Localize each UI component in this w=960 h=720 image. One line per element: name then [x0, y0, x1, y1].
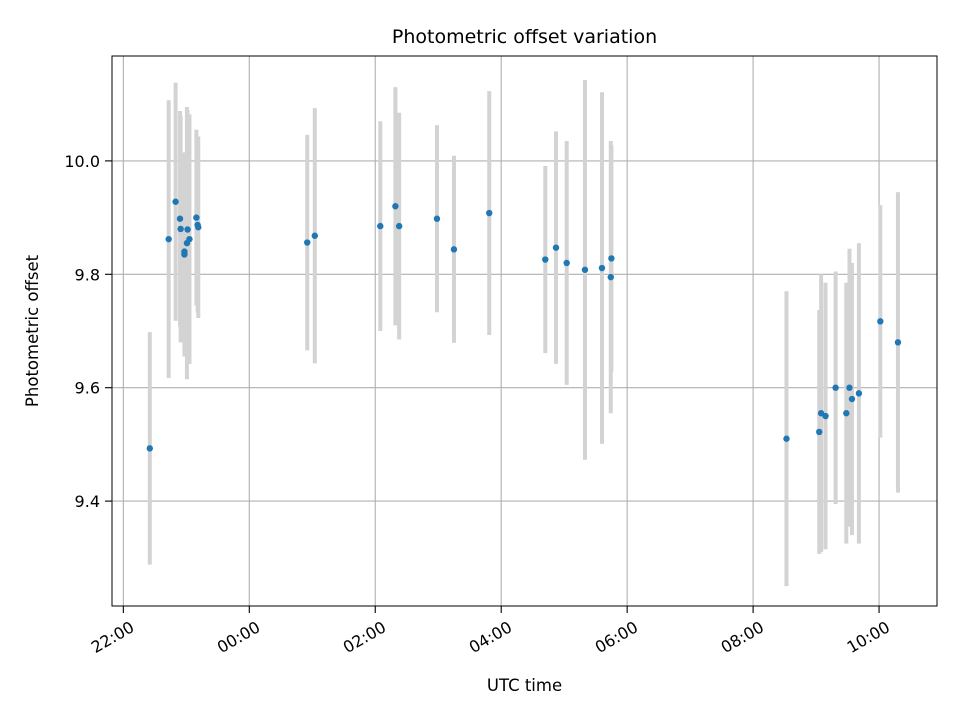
- data-point: [165, 235, 172, 243]
- data-point: [146, 445, 153, 452]
- data-point: [832, 384, 839, 391]
- data-point: [311, 232, 318, 239]
- data-point: [392, 203, 399, 210]
- data-point: [450, 246, 458, 253]
- data-point: [877, 318, 884, 325]
- y-axis-label: Photometric offset: [23, 254, 42, 407]
- data-points: [146, 198, 902, 452]
- data-point: [542, 256, 549, 263]
- data-point: [395, 222, 403, 230]
- data-point: [581, 266, 589, 273]
- data-point: [848, 395, 856, 403]
- y-axis-ticks: 9.4 9.6 9.8 10.0: [64, 152, 112, 511]
- data-point: [193, 214, 200, 221]
- data-point: [822, 412, 829, 420]
- data-point: [846, 384, 853, 391]
- data-point: [186, 235, 193, 243]
- data-point: [195, 224, 202, 231]
- data-point: [552, 244, 560, 251]
- data-point: [433, 215, 441, 222]
- data-point: [607, 273, 614, 281]
- y-tick-label: 10.0: [64, 152, 100, 171]
- data-point: [816, 428, 823, 436]
- data-point: [172, 198, 179, 205]
- data-point: [598, 264, 606, 272]
- data-point: [486, 209, 493, 217]
- data-point: [181, 251, 188, 258]
- data-point: [176, 215, 184, 222]
- data-point: [783, 435, 790, 442]
- y-tick-label: 9.4: [75, 492, 100, 511]
- data-point: [894, 339, 902, 346]
- data-point: [563, 259, 570, 267]
- grid: [112, 56, 937, 606]
- data-point: [608, 255, 615, 262]
- data-point: [855, 390, 863, 397]
- x-axis-label: UTC time: [487, 676, 562, 695]
- data-point: [377, 222, 384, 230]
- data-point: [304, 239, 311, 246]
- data-point: [843, 410, 850, 417]
- data-point: [177, 225, 184, 233]
- data-point: [184, 226, 191, 233]
- y-tick-label: 9.6: [75, 379, 100, 398]
- plot-area-frame: [111, 55, 938, 607]
- chart-title: Photometric offset variation: [392, 26, 657, 48]
- y-tick-label: 9.8: [75, 265, 100, 284]
